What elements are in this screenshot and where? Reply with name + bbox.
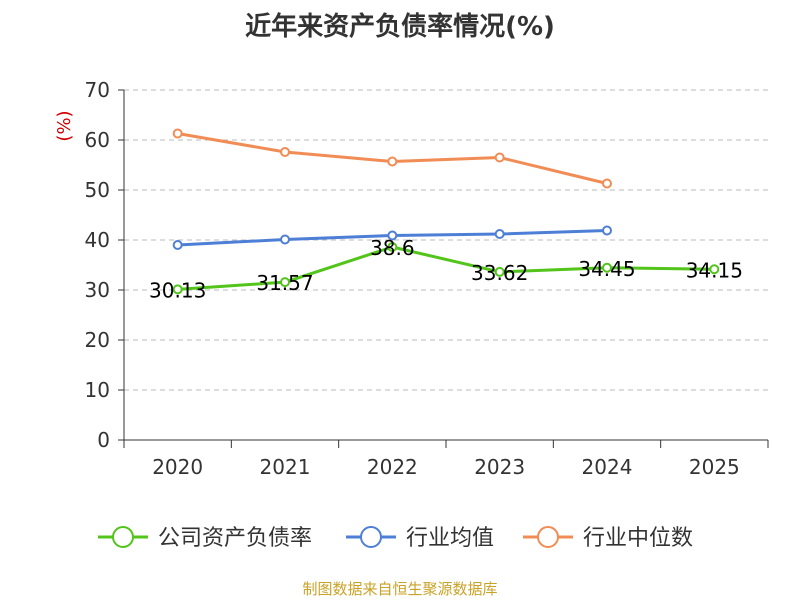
chart-title: 近年来资产负债率情况(%) (245, 12, 555, 42)
data-point (387, 156, 398, 167)
y-tick-label: 40 (85, 228, 110, 252)
y-tick-label: 70 (85, 78, 110, 102)
data-point (172, 284, 183, 295)
data-label: 31.57 (256, 271, 313, 295)
y-tick-label: 60 (85, 128, 110, 152)
data-label: 38.6 (370, 236, 415, 260)
data-label: 33.62 (471, 261, 528, 285)
data-point (602, 262, 612, 273)
data-point (602, 225, 612, 236)
data-point (602, 178, 612, 189)
legend-marker (112, 526, 134, 548)
data-point (280, 147, 290, 157)
y-tick-label: 0 (97, 428, 110, 452)
x-tick-label: 2020 (152, 455, 203, 479)
source-note: 制图数据来自恒生聚源数据库 (302, 580, 498, 598)
legend-marker (360, 526, 382, 548)
y-tick-label: 50 (85, 178, 110, 202)
data-point (280, 234, 290, 245)
x-tick-label: 2022 (367, 455, 418, 479)
y-tick-label: 20 (85, 328, 110, 352)
data-label: 34.45 (578, 257, 635, 281)
data-point (494, 152, 505, 163)
data-point (494, 266, 505, 277)
series-line (177, 245, 715, 291)
data-label: 34.15 (686, 258, 743, 282)
data-point (387, 230, 398, 241)
x-tick-label: 2025 (689, 455, 740, 479)
x-tick-label: 2023 (474, 455, 525, 479)
data-point (172, 240, 183, 250)
data-point (494, 229, 505, 239)
data-point (280, 277, 290, 288)
data-point (387, 242, 398, 252)
series (172, 128, 720, 295)
grid-lines (124, 89, 768, 391)
data-point (709, 264, 720, 275)
y-tick-label: 30 (85, 278, 110, 302)
x-tick-label: 2021 (260, 455, 311, 479)
data-labels: 30.13 31.57 38.6 33.62 34.45 34.15 (149, 236, 743, 302)
legend-label: 公司资产负债率 (158, 526, 312, 551)
legend: 公司资产负债率 行业均值 行业中位数 (98, 526, 693, 551)
y-tick-label: 10 (85, 378, 110, 402)
legend-marker (537, 526, 559, 548)
axes: 0 10 20 30 40 50 60 70 (%) 2020 2021 2022 2023 2024 20… (54, 78, 769, 479)
legend-label: 行业均值 (406, 526, 494, 551)
data-point (172, 128, 183, 139)
x-tick-label: 2024 (582, 455, 633, 479)
legend-label: 行业中位数 (583, 526, 693, 551)
y-axis-label: (%) (54, 110, 75, 141)
data-label: 30.13 (149, 278, 206, 302)
